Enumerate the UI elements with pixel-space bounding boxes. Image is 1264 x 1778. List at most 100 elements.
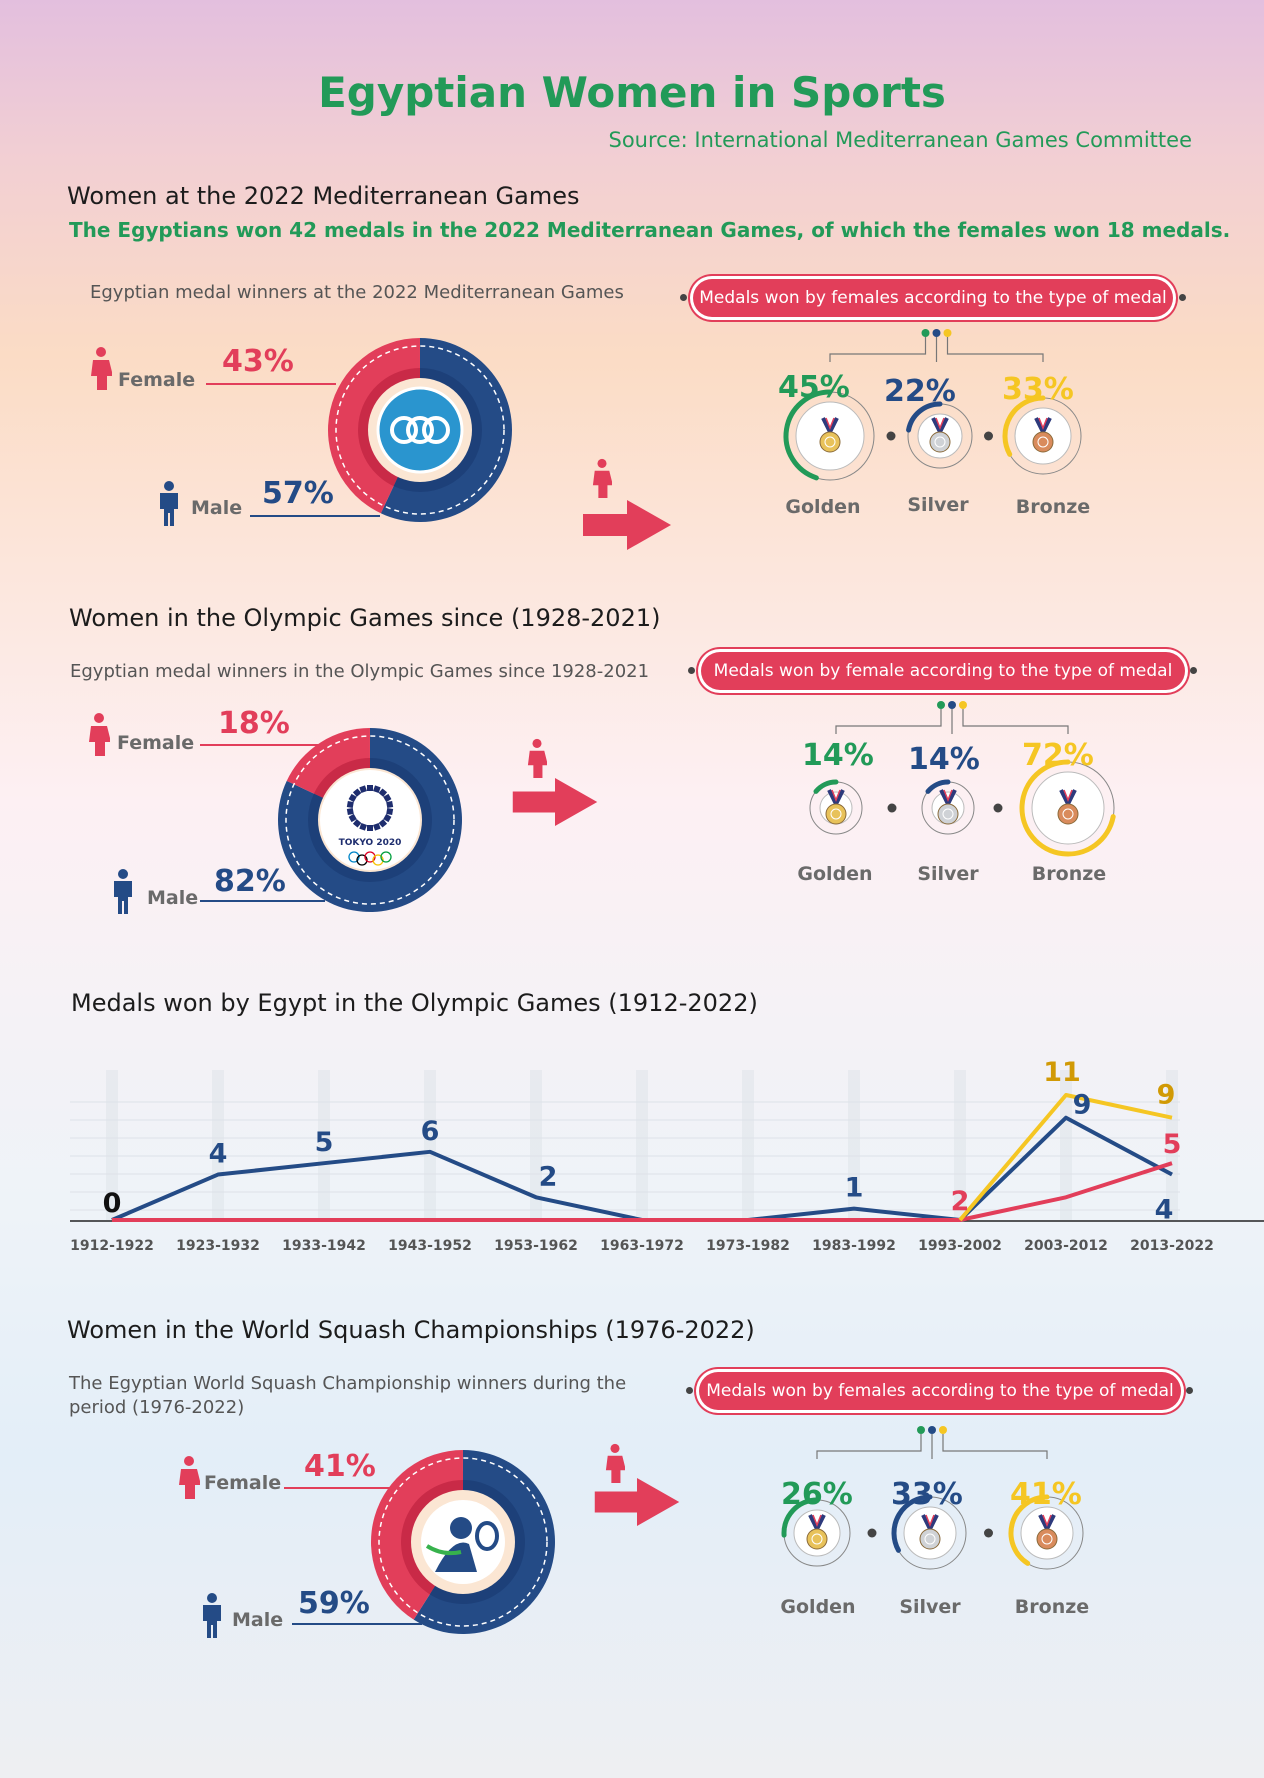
connector-dot xyxy=(937,701,945,709)
gender-donut-chart: TOKYO 2020 xyxy=(278,728,462,912)
male-icon xyxy=(158,480,180,530)
x-tick-label-0: 1912-1922 xyxy=(70,1238,154,1254)
checker-pattern xyxy=(359,785,368,794)
medal-pct-silver: 14% xyxy=(908,742,980,777)
male-label: Male xyxy=(191,497,243,519)
ring-icon xyxy=(422,416,450,444)
male-percent: 59% xyxy=(298,1586,370,1621)
connector-dot xyxy=(921,329,930,337)
checker-pattern xyxy=(386,801,394,809)
medal-breakdown-chart xyxy=(783,329,1082,481)
medal-breakdown-chart xyxy=(809,701,1116,857)
medal-progress-golden xyxy=(813,779,839,794)
olympic-ring-icon xyxy=(356,854,368,866)
section2-medals-pill: Medals won by female according to the ty… xyxy=(701,652,1185,690)
medal-pct-golden: 14% xyxy=(802,738,874,773)
connector-line xyxy=(942,1434,1048,1459)
data-label-1-10: 5 xyxy=(1163,1129,1182,1160)
pill-dot xyxy=(1186,1387,1193,1394)
female-label: Female xyxy=(204,1472,282,1494)
data-label-0-7: 1 xyxy=(845,1173,864,1204)
medal-icon xyxy=(825,803,847,825)
medal-icon xyxy=(811,1533,823,1545)
male-percent: 57% xyxy=(262,476,334,511)
checker-pattern xyxy=(386,807,394,815)
section1-summary: The Egyptians won 42 medals in the 2022 … xyxy=(69,218,1231,242)
male-label: Male xyxy=(147,887,199,909)
medal-pct-bronze: 41% xyxy=(1010,1477,1082,1512)
medal-progress-golden xyxy=(783,389,833,481)
section4-title: Women in the World Squash Championships … xyxy=(67,1316,755,1344)
medal-name-golden: Golden xyxy=(780,1596,856,1618)
connector-dot xyxy=(943,329,952,337)
medal-pct-golden: 26% xyxy=(781,1477,853,1512)
checker-pattern xyxy=(383,813,392,823)
pill-dot xyxy=(680,294,687,301)
connector-dot xyxy=(939,1426,947,1434)
medal-name-silver: Silver xyxy=(899,1596,961,1618)
medal-pct-bronze: 33% xyxy=(1002,372,1074,407)
data-label-0-2: 5 xyxy=(315,1127,334,1158)
column-band xyxy=(1166,1070,1178,1220)
x-tick-label-1: 1923-1932 xyxy=(176,1238,260,1254)
medal-icon xyxy=(1057,803,1079,825)
separator-dot xyxy=(984,1528,993,1538)
racket xyxy=(475,1521,499,1551)
column-band xyxy=(848,1070,860,1220)
medal-ribbon-icon xyxy=(1063,789,1073,803)
medal-ribbon-icon xyxy=(935,417,945,431)
checker-pattern xyxy=(378,819,388,828)
medal-icon xyxy=(919,1528,941,1550)
data-label-0-4: 2 xyxy=(539,1161,558,1192)
separator-dot xyxy=(867,1528,877,1538)
center-badge xyxy=(320,770,420,870)
connector-line xyxy=(946,337,1044,362)
medal-icon xyxy=(929,431,951,453)
medal-pct-silver: 33% xyxy=(891,1477,963,1512)
source-note: Source: International Mediterranean Game… xyxy=(608,128,1193,152)
pill-dot xyxy=(686,1387,693,1394)
player-body xyxy=(435,1542,477,1572)
center-badge xyxy=(376,386,464,474)
player-head xyxy=(450,1517,472,1539)
gender-donut-chart xyxy=(371,1450,555,1634)
tokyo-emblem-text: TOKYO 2020 xyxy=(339,838,402,848)
checker-pattern xyxy=(367,825,373,831)
data-label-0-0: 0 xyxy=(103,1188,122,1219)
section2-title: Women in the Olympic Games since (1928-2… xyxy=(69,604,661,632)
arrow-right-icon xyxy=(512,778,598,830)
medal-name-golden: Golden xyxy=(785,496,861,518)
data-label-2-10: 9 xyxy=(1157,1080,1176,1111)
x-tick-label-9: 2003-2012 xyxy=(1024,1238,1108,1254)
column-band xyxy=(636,1070,648,1220)
x-tick-label-5: 1963-1972 xyxy=(600,1238,684,1254)
pill-dot xyxy=(688,667,695,674)
olympic-ring-icon xyxy=(380,851,392,863)
medal-icon xyxy=(1036,1528,1058,1550)
female-icon xyxy=(527,735,548,785)
separator-dot xyxy=(993,803,1003,813)
medal-icon xyxy=(924,1533,936,1545)
medal-icon xyxy=(942,808,954,820)
section1-title: Women at the 2022 Mediterranean Games xyxy=(67,182,580,210)
dashed-ring xyxy=(285,735,455,905)
olympic-ring-icon xyxy=(348,851,360,863)
medal-icon xyxy=(819,431,841,453)
medal-name-bronze: Bronze xyxy=(1014,1596,1090,1618)
section4-donut-caption-line2: period (1976-2022) xyxy=(69,1397,245,1418)
section3-title: Medals won by Egypt in the Olympic Games… xyxy=(71,989,758,1017)
page-title: Egyptian Women in Sports xyxy=(318,68,946,117)
x-tick-label-8: 1993-2002 xyxy=(918,1238,1002,1254)
data-label-0-1: 4 xyxy=(209,1139,228,1170)
connector-dot xyxy=(932,329,941,337)
column-band xyxy=(742,1070,754,1220)
connector-dot xyxy=(948,701,956,709)
medal-progress-bronze xyxy=(1008,1494,1050,1566)
medal-ribbon-icon xyxy=(1042,1514,1052,1528)
female-leader-line xyxy=(284,1487,394,1489)
x-tick-label-4: 1953-1962 xyxy=(494,1238,578,1254)
data-label-0-10: 4 xyxy=(1155,1195,1174,1226)
series-line-2 xyxy=(958,1093,1173,1222)
dashed-ring xyxy=(378,1457,548,1627)
arrow-right-icon xyxy=(594,1478,680,1530)
